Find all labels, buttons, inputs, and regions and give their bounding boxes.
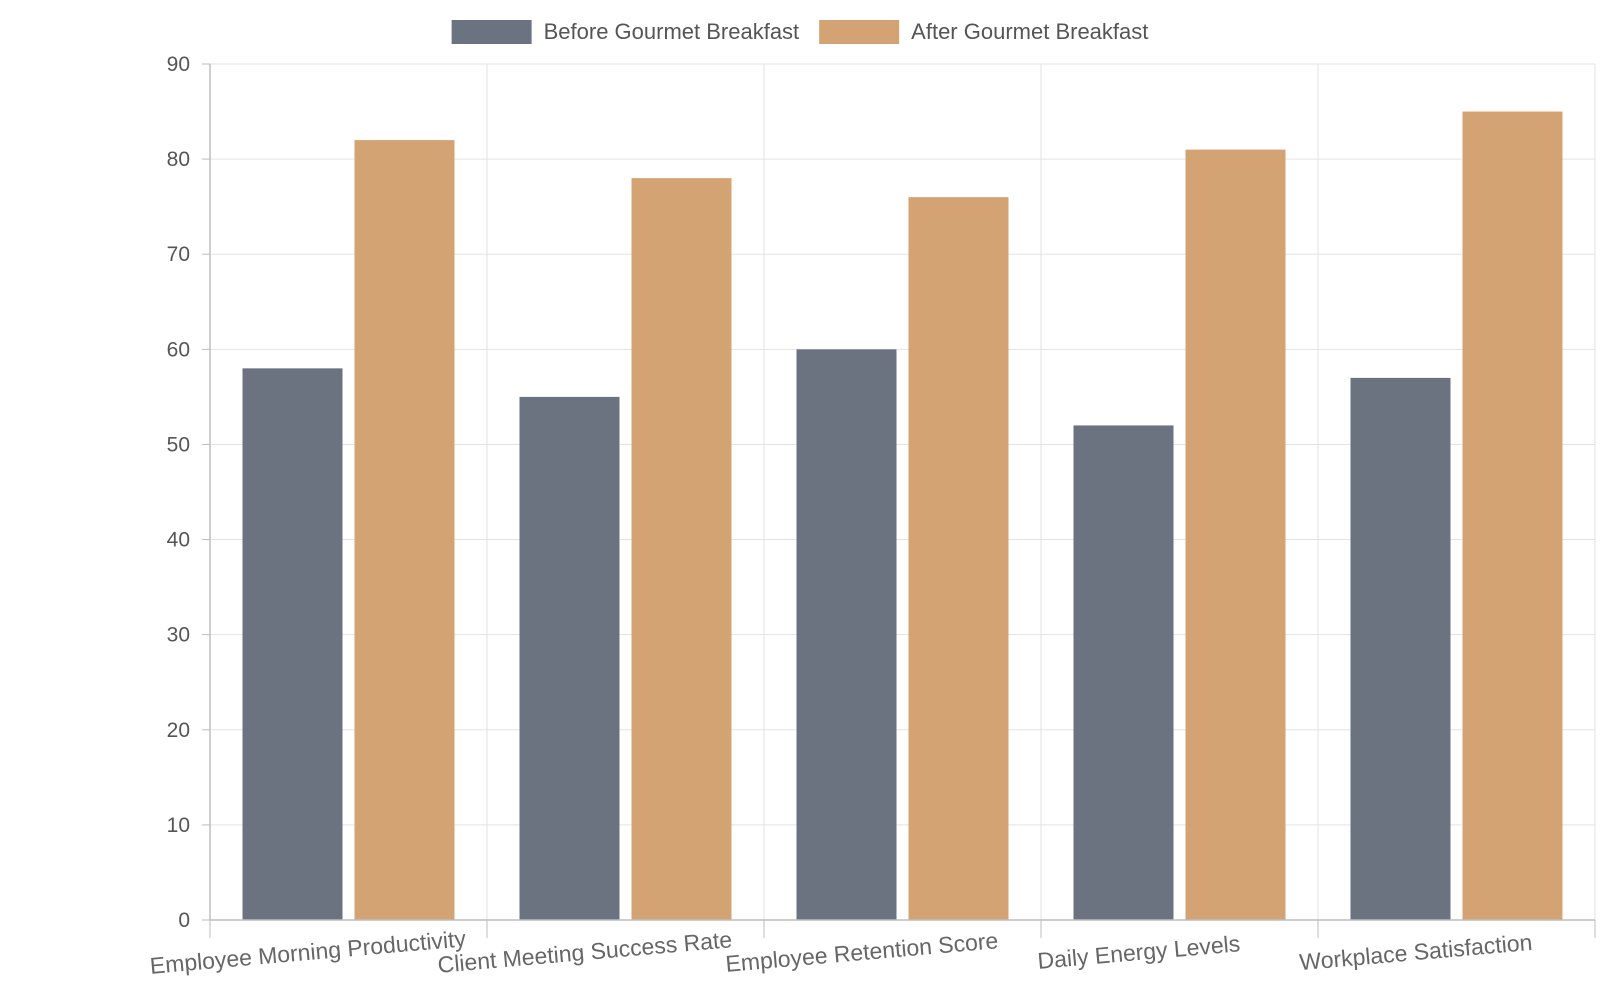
x-tick-label: Workplace Satisfaction [1298,929,1533,975]
bar-after[interactable] [1185,149,1286,921]
legend-label: After Gourmet Breakfast [911,19,1148,44]
bar-after[interactable] [631,178,732,921]
bar-after[interactable] [1462,111,1563,921]
x-tick-label: Employee Retention Score [724,927,999,977]
axes [209,64,1595,921]
bar-before[interactable] [796,349,897,920]
y-tick-label: 10 [167,814,190,837]
bar-before[interactable] [519,396,620,920]
y-tick-label: 20 [167,719,190,742]
y-tick-label: 40 [167,529,190,552]
bars [242,111,1563,921]
y-tick-label: 0 [178,909,190,932]
y-tick-label: 80 [167,148,190,171]
y-tick-label: 30 [167,624,190,647]
y-tick-label: 60 [167,338,190,361]
legend[interactable]: Before Gourmet Breakfast After Gourmet Br… [451,19,1149,44]
bar-after[interactable] [908,197,1009,921]
y-tick-label: 50 [167,433,190,456]
y-axis-ticks: 0 10 20 30 40 50 60 70 80 90 [167,53,210,932]
legend-label: Before Gourmet Breakfast [544,19,800,44]
legend-swatch-after[interactable] [819,20,900,44]
x-tick-label: Employee Morning Productivity [149,925,468,979]
bar-before[interactable] [1350,377,1451,920]
y-tick-label: 90 [167,53,190,76]
bar-before[interactable] [1073,425,1174,920]
x-tick-label: Client Meeting Success Rate [437,926,733,978]
legend-swatch-before[interactable] [451,20,532,44]
x-tick-label: Daily Energy Levels [1036,930,1241,974]
bar-after[interactable] [354,140,455,921]
bar-before[interactable] [242,368,343,920]
y-tick-label: 70 [167,243,190,266]
